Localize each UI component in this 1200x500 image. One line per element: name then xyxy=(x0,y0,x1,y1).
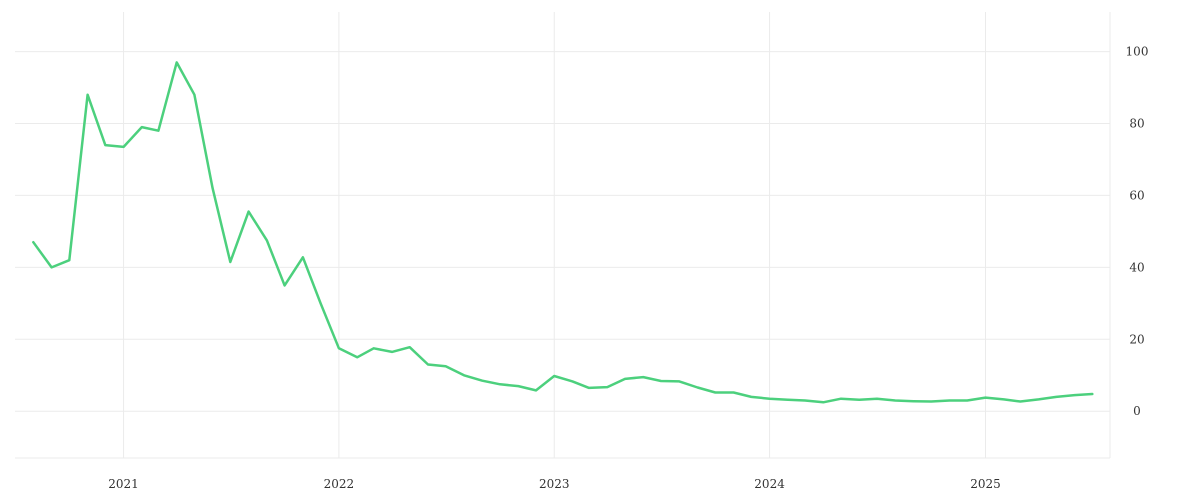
vertical-gridlines xyxy=(123,12,1111,458)
y-tick-label-80: 80 xyxy=(1129,117,1144,131)
x-tick-label-2023: 2023 xyxy=(539,477,570,491)
series-layer xyxy=(32,61,1094,404)
horizontal-gridlines xyxy=(15,51,1110,459)
x-tick-label-2024: 2024 xyxy=(754,477,785,491)
x-tick-label-2025: 2025 xyxy=(970,477,1001,491)
series-line-0 xyxy=(32,61,1094,404)
y-tick-label-60: 60 xyxy=(1129,188,1144,202)
y-axis-tick-labels: 0 20 40 60 80 100 xyxy=(1126,45,1149,419)
y-tick-label-100: 100 xyxy=(1126,45,1149,59)
y-tick-label-20: 20 xyxy=(1129,332,1144,346)
y-tick-label-40: 40 xyxy=(1129,260,1144,274)
x-axis-tick-labels: 2021 2022 2023 2024 2025 xyxy=(108,477,1001,491)
y-tick-label-0: 0 xyxy=(1133,404,1141,418)
x-tick-label-2021: 2021 xyxy=(108,477,139,491)
x-tick-label-2022: 2022 xyxy=(324,477,355,491)
